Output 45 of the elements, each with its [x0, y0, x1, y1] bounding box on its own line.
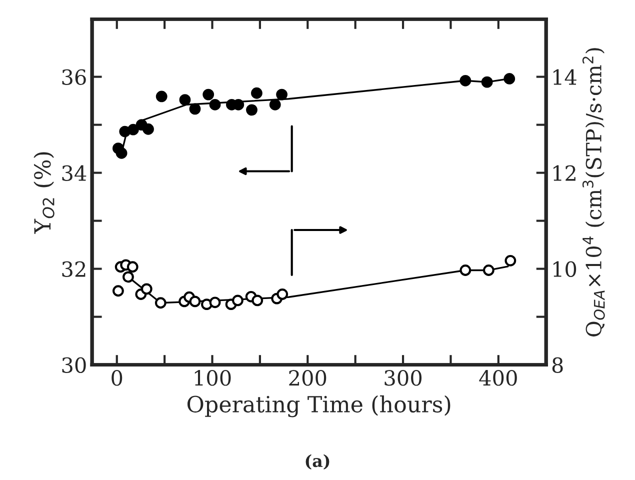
point: [189, 296, 201, 308]
point: [276, 288, 288, 300]
point: [116, 147, 128, 159]
point: [122, 271, 134, 283]
point: [504, 73, 516, 84]
y-axis-title: Y$_{O2}$ (%): [34, 152, 54, 234]
point: [269, 98, 281, 110]
point: [209, 296, 221, 308]
point: [179, 94, 191, 106]
x-tick-label: 0: [112, 370, 122, 386]
y-tick-label: 34: [62, 165, 86, 182]
x-tick-label: 400: [479, 370, 517, 386]
point: [189, 103, 201, 115]
point: [251, 87, 262, 99]
point: [202, 88, 214, 100]
y-tick-label: 32: [62, 261, 86, 278]
point: [481, 76, 493, 88]
point: [252, 294, 264, 306]
point: [127, 124, 139, 136]
point: [504, 254, 516, 266]
point: [112, 285, 124, 297]
point: [460, 74, 472, 86]
x-tick-label: 300: [384, 370, 422, 386]
point: [126, 261, 138, 273]
point: [140, 283, 152, 295]
point: [460, 264, 472, 276]
point: [276, 88, 288, 100]
y2-tick-label: 8: [552, 357, 563, 374]
point: [482, 264, 494, 276]
point: [154, 297, 166, 309]
point: [142, 123, 154, 135]
x-axis-title: Operating Time (hours): [187, 395, 450, 418]
y2-tick-label: 10: [554, 261, 576, 278]
y-tick-label: 30: [62, 357, 86, 374]
x-tick-label: 100: [194, 370, 231, 386]
point: [232, 294, 244, 306]
point: [246, 104, 258, 116]
y2-tick-label: 12: [554, 165, 576, 181]
text: Q$_{OEA}$×10$^{4}$ (cm$^{3}$(STP)/s·cm$^{2}$): [582, 48, 605, 336]
x-tick-label: 200: [289, 370, 326, 386]
point: [209, 98, 221, 110]
y-tick-label: 36: [62, 69, 86, 86]
point: [156, 90, 168, 102]
text: (a): [306, 454, 330, 470]
y2-tick-label: 14: [554, 69, 576, 85]
